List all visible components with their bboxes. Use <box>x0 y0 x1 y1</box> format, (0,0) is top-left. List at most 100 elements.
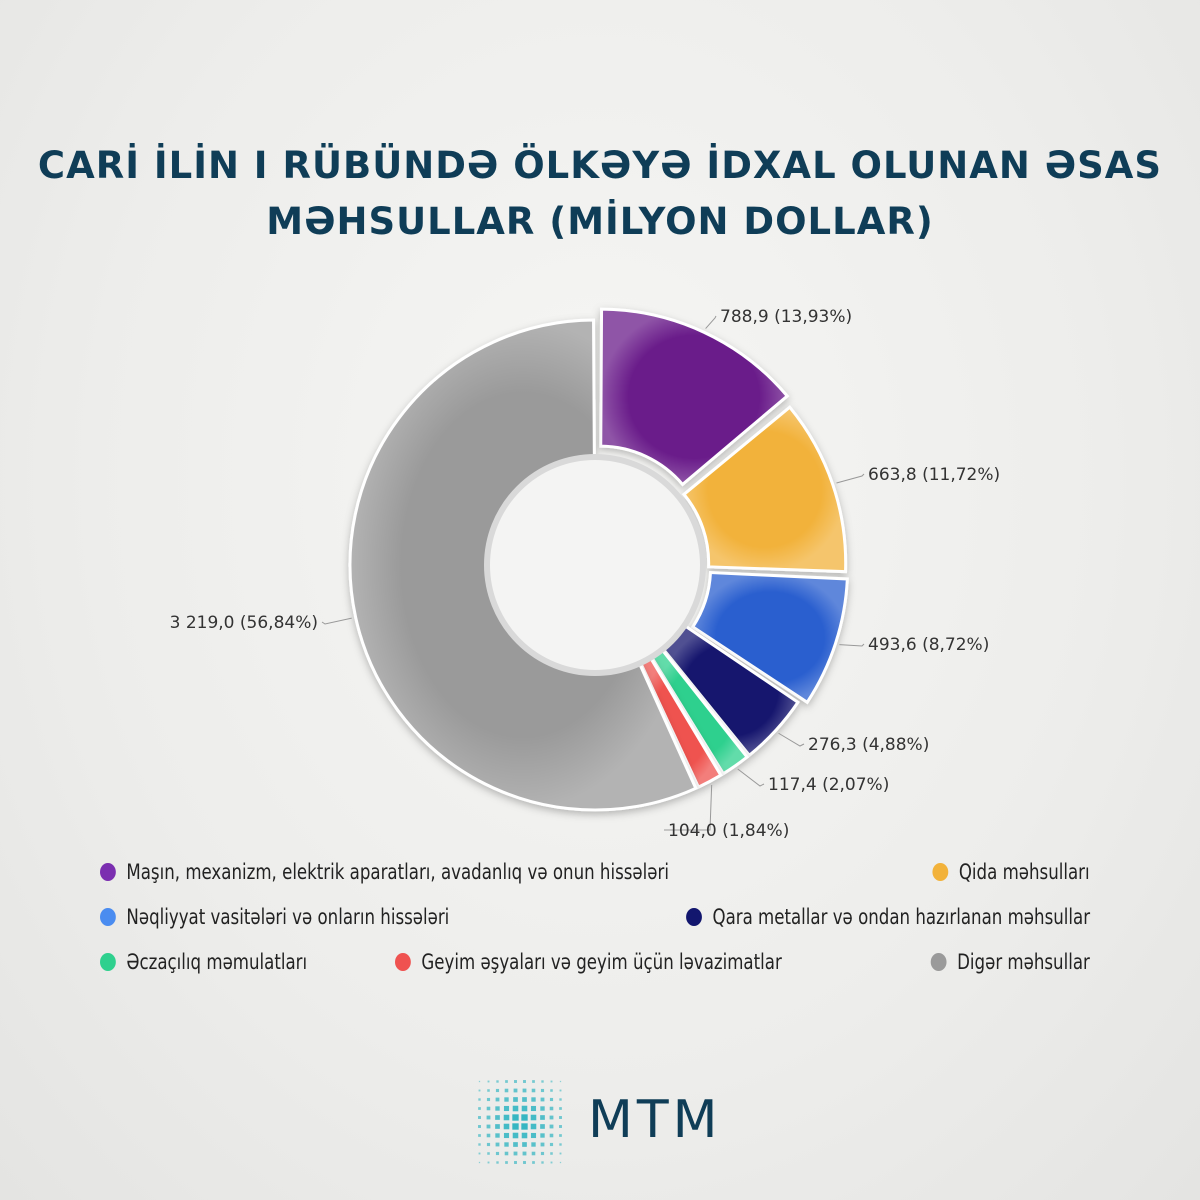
legend-dot <box>100 953 116 971</box>
logo-mark-square <box>559 1107 562 1110</box>
logo-mark-square <box>512 1123 519 1130</box>
logo-mark-square <box>521 1114 528 1121</box>
logo-mark-square <box>532 1080 535 1083</box>
logo-mark-square <box>540 1097 545 1102</box>
slice-label-clothing: 104,0 (1,84%) <box>668 821 789 841</box>
logo-mark-icon <box>478 1080 562 1164</box>
logo-mark-square <box>487 1080 490 1083</box>
logo-mark-square <box>531 1097 536 1102</box>
legend-row-2: Nəqliyyat vasitələri və onların hissələr… <box>100 905 1090 950</box>
logo-mark-square <box>513 1097 518 1102</box>
logo-mark-square <box>549 1106 554 1111</box>
logo-mark-square <box>550 1152 553 1155</box>
logo-mark-square <box>531 1151 536 1156</box>
legend-label: Əczaçılıq məmulatları <box>126 950 308 974</box>
legend-row-3: Əczaçılıq məmulatları Geyim əşyaları və … <box>100 950 1090 995</box>
legend-row-1: Maşın, mexanizm, elektrik aparatları, av… <box>100 860 1090 905</box>
logo-mark-square <box>549 1115 554 1120</box>
logo-mark-square <box>559 1161 562 1164</box>
logo-mark-square <box>478 1143 481 1146</box>
logo-mark-square <box>549 1142 554 1147</box>
logo-mark-square <box>512 1114 519 1121</box>
logo-mark-square <box>504 1151 509 1156</box>
logo-mark-square <box>486 1133 491 1138</box>
logo-mark-square <box>559 1125 562 1128</box>
slice-label-pharma: 117,4 (2,07%) <box>768 775 889 795</box>
logo-mark-square <box>523 1080 526 1083</box>
logo-mark-square <box>478 1125 481 1128</box>
logo-mark-square <box>505 1080 508 1083</box>
logo-mark-square <box>503 1132 510 1139</box>
logo-mark-square <box>530 1105 537 1112</box>
logo-mark-square <box>522 1088 527 1093</box>
logo-mark-square <box>530 1123 537 1130</box>
slice-label-food: 663,8 (11,72%) <box>868 465 1000 485</box>
logo-mark-square <box>503 1123 510 1130</box>
logo-mark-square <box>522 1151 527 1156</box>
logo-mark-square <box>486 1142 491 1147</box>
logo-mark-square <box>495 1142 500 1147</box>
slice-label-other: 3 219,0 (56,84%) <box>170 613 318 633</box>
logo-mark-square <box>503 1105 510 1112</box>
logo-mark-square <box>521 1132 528 1139</box>
logo-mark-square <box>478 1107 481 1110</box>
logo-mark-square <box>495 1097 500 1102</box>
logo-mark-square <box>531 1088 536 1093</box>
leader-line <box>664 784 713 831</box>
legend-label: Geyim əşyaları və geyim üçün ləvazimatla… <box>421 950 782 974</box>
logo-mark-square <box>540 1124 545 1129</box>
logo-mark-square <box>559 1098 562 1101</box>
logo-mark-square <box>478 1152 481 1155</box>
logo-mark-square <box>512 1132 519 1139</box>
logo-mark-square <box>487 1089 490 1092</box>
legend-label: Digər məhsullar <box>957 950 1090 974</box>
legend-item-pharma: Əczaçılıq məmulatları <box>100 950 307 974</box>
logo-mark-square <box>513 1142 518 1147</box>
logo-text: MTM <box>588 1090 722 1150</box>
logo-mark-square <box>549 1133 554 1138</box>
logo-mark-square <box>478 1089 481 1092</box>
legend-label: Qara metallar və ondan hazırlanan məhsul… <box>712 905 1090 929</box>
logo-mark-square <box>478 1134 481 1137</box>
logo-mark-square <box>540 1088 545 1093</box>
logo-mark-square <box>559 1080 562 1083</box>
legend-label: Nəqliyyat vasitələri və onların hissələr… <box>126 905 450 929</box>
chart-title-line-2: MƏHSULLAR (MİLYON DOLLAR) <box>266 200 934 243</box>
logo-mark-square <box>495 1115 500 1120</box>
logo-mark-square <box>513 1151 518 1156</box>
logo-mark-square <box>522 1142 527 1147</box>
slice-gloss <box>692 572 848 703</box>
leader-line <box>321 617 352 625</box>
logo-mark-square <box>550 1080 553 1083</box>
legend-item-clothing: Geyim əşyaları və geyim üçün ləvazimatla… <box>395 950 782 974</box>
logo-mark-square <box>495 1133 500 1138</box>
logo-mark-square <box>514 1080 517 1083</box>
logo-mark-square <box>550 1089 553 1092</box>
logo-mark-square <box>486 1124 491 1129</box>
slice-gloss <box>640 657 721 788</box>
logo-mark-square <box>523 1161 526 1164</box>
slice-gloss <box>651 649 748 774</box>
logo-mark-square <box>496 1161 499 1164</box>
logo-mark-square <box>504 1097 509 1102</box>
leader-line <box>839 643 865 647</box>
logo-mark-square <box>540 1115 545 1120</box>
logo-mark-square <box>531 1142 536 1147</box>
logo-mark-square <box>478 1116 481 1119</box>
slice-labels: 788,9 (13,93%) 663,8 (11,72%) 493,6 (8,72%… <box>170 307 1001 841</box>
logo-mark-square <box>532 1161 535 1164</box>
legend-dot <box>930 953 947 971</box>
logo-mark-square <box>550 1161 553 1164</box>
donut-chart: 788,9 (13,93%) 663,8 (11,72%) 493,6 (8,72%… <box>170 307 1001 841</box>
logo-mark-square <box>486 1115 491 1120</box>
logo-mark-square <box>530 1132 537 1139</box>
logo-mark-square <box>559 1152 562 1155</box>
logo-mark-square <box>549 1097 554 1102</box>
logo-mark-square <box>521 1123 528 1130</box>
legend-label: Maşın, mexanizm, elektrik aparatları, av… <box>126 860 669 884</box>
logo-mark-square <box>559 1143 562 1146</box>
chart-title-line-1: CARİ İLİN I RÜBÜNDƏ ÖLKƏYƏ İDXAL OLUNAN … <box>37 144 1163 187</box>
slice-label-machinery: 788,9 (13,93%) <box>720 307 852 327</box>
legend-dot <box>395 953 411 971</box>
logo-mark-square <box>478 1098 481 1101</box>
